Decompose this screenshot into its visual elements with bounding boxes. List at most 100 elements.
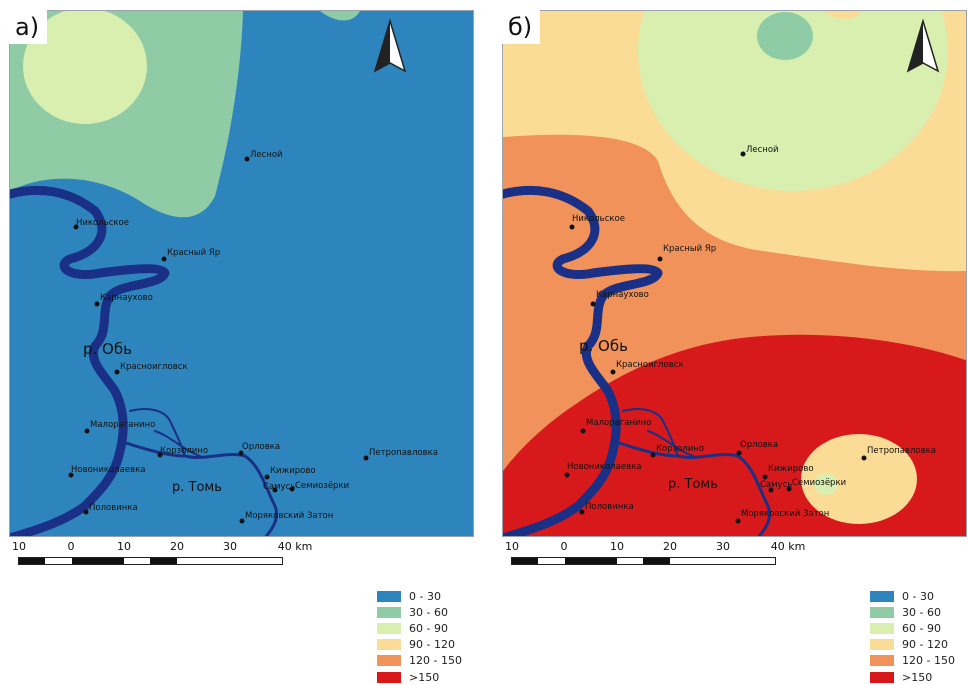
settlement-dots-b — [564, 151, 867, 524]
legend-swatch — [377, 590, 401, 602]
legend-item: >150 — [870, 669, 968, 685]
legend-item: >150 — [377, 669, 477, 685]
scale-tick: 0 — [560, 540, 568, 553]
legend-item: 30 - 60 — [870, 604, 968, 620]
scale-tick: 40 km — [770, 540, 806, 553]
legend-swatch — [870, 639, 894, 651]
settlement-dot-icon — [861, 455, 867, 461]
legend-swatch — [870, 671, 894, 683]
town-label: Красноигловск — [120, 362, 188, 372]
scale-labels-b: 10 0 10 20 30 40 km — [502, 540, 832, 554]
scale-tick: 10 — [610, 540, 624, 553]
town-label: Моряковский Затон — [245, 511, 333, 521]
settlement-dot-icon — [580, 428, 586, 434]
panel-letter: а) — [9, 10, 47, 44]
town-label: Красный Яр — [167, 248, 220, 258]
settlement-dot-icon — [161, 256, 167, 262]
settlement-dot-icon — [363, 455, 369, 461]
scale-tick: 10 — [505, 540, 519, 553]
town-label: Карнаухово — [100, 293, 153, 303]
settlement-dot-icon — [272, 487, 278, 493]
settlement-dot-icon — [239, 518, 245, 524]
settlement-dot-icon — [736, 450, 742, 456]
legend-label: 60 - 90 — [409, 621, 448, 635]
scale-tick: 30 — [716, 540, 730, 553]
legend-a: 0 - 30 30 - 60 60 - 90 90 - 120 120 - 15… — [377, 588, 477, 685]
settlement-dot-icon — [768, 487, 774, 493]
panel-b: Лесной Никольское Красный Яр Карнаухово … — [493, 0, 968, 684]
legend-label: 120 - 150 — [902, 654, 955, 668]
legend-item: 60 - 90 — [377, 620, 477, 636]
north-arrow-shade-icon — [375, 21, 390, 71]
settlement-dot-icon — [762, 474, 768, 480]
scale-tick: 40 km — [277, 540, 313, 553]
settlement-dots-a — [68, 156, 369, 524]
legend-b: 0 - 30 30 - 60 60 - 90 90 - 120 120 - 15… — [870, 588, 968, 685]
town-label: Семиозёрки — [295, 481, 349, 491]
settlement-dot-icon — [94, 301, 100, 307]
settlement-dot-icon — [610, 369, 616, 375]
town-label: Корзолино — [160, 446, 208, 456]
scale-tick: 20 — [170, 540, 184, 553]
town-label: Малораганино — [90, 420, 155, 430]
settlement-dot-icon — [84, 428, 90, 434]
legend-item: 60 - 90 — [870, 620, 968, 636]
town-label: Лесной — [746, 145, 779, 155]
map-canvas-a: Лесной Никольское Красный Яр Карнаухово … — [10, 11, 473, 536]
scale-tick: 10 — [12, 540, 26, 553]
settlement-dot-icon — [564, 472, 570, 478]
zone-30-60-top-a — [320, 11, 360, 21]
legend-item: 0 - 30 — [870, 588, 968, 604]
town-label: Орловка — [242, 442, 280, 452]
legend-swatch — [377, 671, 401, 683]
settlement-dot-icon — [289, 486, 295, 492]
river-label-tom: р. Томь — [668, 477, 718, 492]
town-label: Орловка — [740, 440, 778, 450]
legend-item: 120 - 150 — [377, 653, 477, 669]
town-label: Самусь — [760, 480, 792, 490]
town-label: Новониколаевка — [71, 465, 145, 475]
legend-label: 0 - 30 — [409, 589, 441, 603]
legend-swatch — [870, 606, 894, 618]
zone-90-120-patch-b — [801, 434, 917, 524]
town-label: Кижирово — [768, 464, 814, 474]
scale-tick: 10 — [117, 540, 131, 553]
settlement-dot-icon — [73, 224, 79, 230]
town-label: Никольское — [572, 214, 625, 224]
legend-label: 90 - 120 — [902, 638, 948, 652]
river-ob-b — [503, 185, 772, 536]
settlement-dot-icon — [590, 301, 596, 307]
scale-labels-a: 10 0 10 20 30 40 km — [9, 540, 339, 554]
settlement-dot-icon — [83, 509, 89, 515]
zone-60-90-b — [638, 11, 948, 191]
zone-60-90-a — [23, 11, 147, 124]
legend-swatch — [377, 622, 401, 634]
scale-tick: 20 — [663, 540, 677, 553]
town-label: Карнаухово — [596, 290, 649, 300]
settlement-dot-icon — [244, 156, 250, 162]
town-label: Малораганино — [586, 418, 651, 428]
town-label: Красный Яр — [663, 244, 716, 254]
settlement-dot-icon — [579, 509, 585, 515]
scale-tick: 0 — [67, 540, 75, 553]
north-arrow-shade-icon — [908, 21, 923, 71]
town-label: Кижирово — [270, 466, 316, 476]
settlement-dot-icon — [569, 224, 575, 230]
panel-letter: б) — [502, 10, 540, 44]
scale-bar-b — [511, 557, 776, 565]
legend-swatch — [870, 622, 894, 634]
map-frame-b: Лесной Никольское Красный Яр Карнаухово … — [502, 10, 967, 537]
zone-90-120-top-b — [823, 11, 863, 20]
legend-item: 90 - 120 — [870, 637, 968, 653]
river-label-ob: р. Обь — [83, 340, 132, 358]
river-ob-a — [10, 185, 279, 536]
map-frame-a: Лесной Никольское Красный Яр Карнаухово … — [9, 10, 474, 537]
town-label: Красноигловск — [616, 360, 684, 370]
river-label-tom: р. Томь — [172, 480, 222, 495]
legend-item: 120 - 150 — [870, 653, 968, 669]
town-label: Половинка — [585, 502, 634, 512]
legend-swatch — [377, 639, 401, 651]
town-label: Никольское — [76, 218, 129, 228]
town-label: Половинка — [89, 503, 138, 513]
legend-label: 90 - 120 — [409, 638, 455, 652]
